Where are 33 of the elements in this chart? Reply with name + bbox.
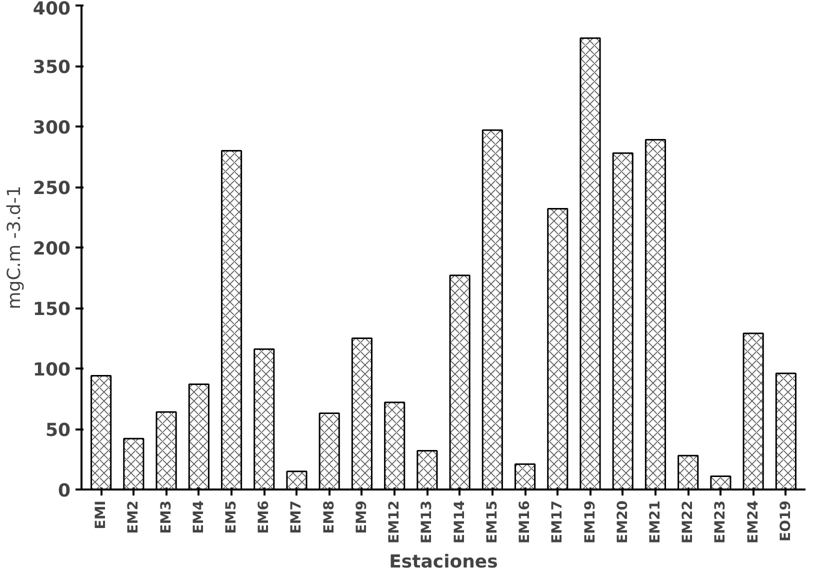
x-tick-label: EM24 — [745, 500, 762, 544]
x-tick-label: EM4 — [190, 500, 207, 534]
x-tick-label: EM2 — [126, 500, 142, 534]
x-tick-label: EM19 — [582, 500, 598, 544]
x-tick-label: EO19 — [778, 500, 794, 542]
x-axis-title: Estaciones — [389, 551, 498, 572]
x-tick-label: EM5 — [224, 500, 240, 534]
y-tick-label: 100 — [32, 360, 71, 380]
y-tick-label: 250 — [32, 178, 71, 199]
x-tick-label: EM8 — [321, 500, 338, 534]
x-tick-label: EM13 — [419, 500, 436, 544]
y-axis-title: mgC.m -3.d-1 — [4, 186, 25, 310]
y-tick-label: 150 — [32, 299, 71, 320]
x-tick-label: EMI — [93, 500, 110, 530]
x-tick-label: EM7 — [288, 500, 305, 534]
y-tick-label: 400 — [32, 0, 71, 20]
y-tick-label: 300 — [32, 118, 71, 138]
x-tick-label: EM17 — [550, 500, 566, 544]
y-tick-label: 50 — [45, 420, 71, 441]
x-tick-label: EM15 — [484, 500, 500, 544]
y-tick-label: 200 — [32, 238, 71, 260]
x-tick-label: EM23 — [712, 500, 729, 544]
x-tick-label: EM3 — [158, 500, 174, 534]
x-tick-label: EM12 — [386, 500, 403, 544]
x-tick-label: EM9 — [354, 500, 370, 534]
x-tick-label: EM16 — [517, 500, 534, 544]
x-tick-label: EM14 — [452, 500, 468, 544]
x-tick-label: EM20 — [614, 500, 631, 544]
x-tick-label: EM6 — [256, 500, 272, 534]
x-tick-label: EM22 — [680, 500, 696, 544]
x-tick-label: EM21 — [647, 500, 664, 544]
y-tick-label: 0 — [58, 480, 71, 502]
y-tick-label: 350 — [32, 57, 71, 78]
